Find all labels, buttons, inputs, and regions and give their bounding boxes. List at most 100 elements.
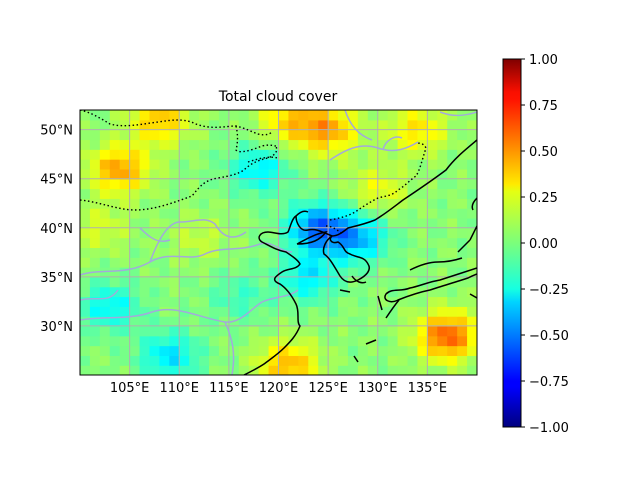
heatmap-cell [437, 296, 448, 307]
heatmap-cell [308, 276, 319, 288]
heatmap-cell [149, 316, 160, 327]
heatmap-cell [347, 159, 359, 170]
heatmap-cell [199, 296, 210, 307]
heatmap-cell [169, 316, 180, 327]
heatmap-cell [199, 110, 210, 121]
heatmap-cell [308, 178, 319, 190]
lat-tick-label: 40°N [40, 222, 73, 237]
heatmap-cell [189, 247, 200, 258]
heatmap-cell [228, 286, 240, 298]
heatmap-cell [99, 139, 111, 150]
heatmap-cell [189, 208, 200, 219]
heatmap-cell [387, 247, 399, 258]
heatmap-cell [139, 119, 151, 131]
heatmap-cell [179, 257, 190, 268]
heatmap-cell [338, 188, 349, 199]
heatmap-cell [159, 316, 170, 327]
heatmap-cell [238, 110, 250, 121]
heatmap-cell [129, 119, 141, 131]
heatmap-cell [248, 325, 260, 337]
heatmap-cell [99, 208, 111, 219]
heatmap-cell [179, 316, 190, 327]
heatmap-cell [397, 257, 409, 268]
heatmap-cell [318, 365, 329, 375]
heatmap-cell [149, 247, 160, 258]
heatmap-cell [218, 227, 230, 239]
heatmap-cell [218, 129, 230, 141]
heatmap-cell [427, 178, 438, 190]
heatmap-cell [169, 110, 180, 121]
heatmap-cell [139, 355, 151, 366]
heatmap-cell [278, 168, 290, 180]
heatmap-cell [80, 217, 91, 229]
heatmap-cell [199, 345, 210, 356]
heatmap-cell [347, 306, 359, 317]
heatmap-cell [377, 296, 389, 307]
heatmap-cell [89, 325, 101, 337]
heatmap-cell [298, 198, 309, 209]
heatmap-cell [80, 168, 91, 180]
heatmap-cell [457, 208, 468, 219]
heatmap-cell [268, 129, 280, 141]
heatmap-cell [139, 306, 151, 317]
heatmap-cell [447, 267, 458, 278]
heatmap-cell [308, 306, 319, 317]
heatmap-cell [80, 335, 91, 347]
heatmap-cell [457, 355, 468, 366]
heatmap-cell [467, 129, 477, 141]
heatmap-cell [248, 335, 260, 347]
heatmap-cell [119, 110, 131, 121]
heatmap-cell [159, 198, 170, 209]
heatmap-cell [238, 267, 250, 278]
heatmap-cell [417, 129, 428, 141]
heatmap-cell [268, 276, 280, 288]
heatmap-cell [367, 188, 379, 199]
heatmap-cell [278, 345, 290, 356]
heatmap-cell [199, 208, 210, 219]
heatmap-cell [298, 217, 309, 229]
heatmap-cell [318, 325, 329, 337]
heatmap-cell [407, 110, 419, 121]
heatmap-cell [357, 316, 369, 327]
heatmap-cell [199, 198, 210, 209]
heatmap-cell [417, 198, 428, 209]
heatmap-cell [119, 237, 131, 249]
heatmap-cell [169, 355, 180, 366]
heatmap-cell [80, 237, 91, 249]
heatmap-cell [298, 355, 309, 366]
heatmap-cell [238, 325, 250, 337]
heatmap-cell [417, 306, 428, 317]
heatmap-cell [209, 139, 220, 150]
heatmap-cell [169, 286, 180, 298]
heatmap-cell [288, 257, 299, 268]
heatmap-cell [357, 139, 369, 150]
heatmap-cell [189, 237, 200, 249]
heatmap-cell [189, 110, 200, 121]
heatmap-cell [407, 325, 419, 337]
heatmap-cell [218, 286, 230, 298]
heatmap-cell [139, 296, 151, 307]
heatmap-cell [298, 345, 309, 356]
heatmap-cell [179, 178, 190, 190]
heatmap-cell [80, 306, 91, 317]
heatmap-cell [209, 247, 220, 258]
heatmap-cell [417, 188, 428, 199]
heatmap-cell [149, 365, 160, 375]
heatmap-cell [377, 355, 389, 366]
heatmap-cell [209, 365, 220, 375]
heatmap-cell [189, 198, 200, 209]
heatmap-cell [209, 188, 220, 199]
heatmap-cell [199, 217, 210, 229]
heatmap-cell [328, 208, 339, 219]
heatmap-cell [407, 208, 419, 219]
heatmap-cell [268, 237, 280, 249]
heatmap-cell [457, 168, 468, 180]
heatmap-cell [258, 306, 270, 317]
heatmap-cell [447, 286, 458, 298]
heatmap-cell [109, 198, 121, 209]
heatmap-cell [218, 296, 230, 307]
heatmap-cell [427, 139, 438, 150]
heatmap-cell [427, 149, 438, 160]
heatmap-cell [189, 267, 200, 278]
heatmap-cell [397, 276, 409, 288]
